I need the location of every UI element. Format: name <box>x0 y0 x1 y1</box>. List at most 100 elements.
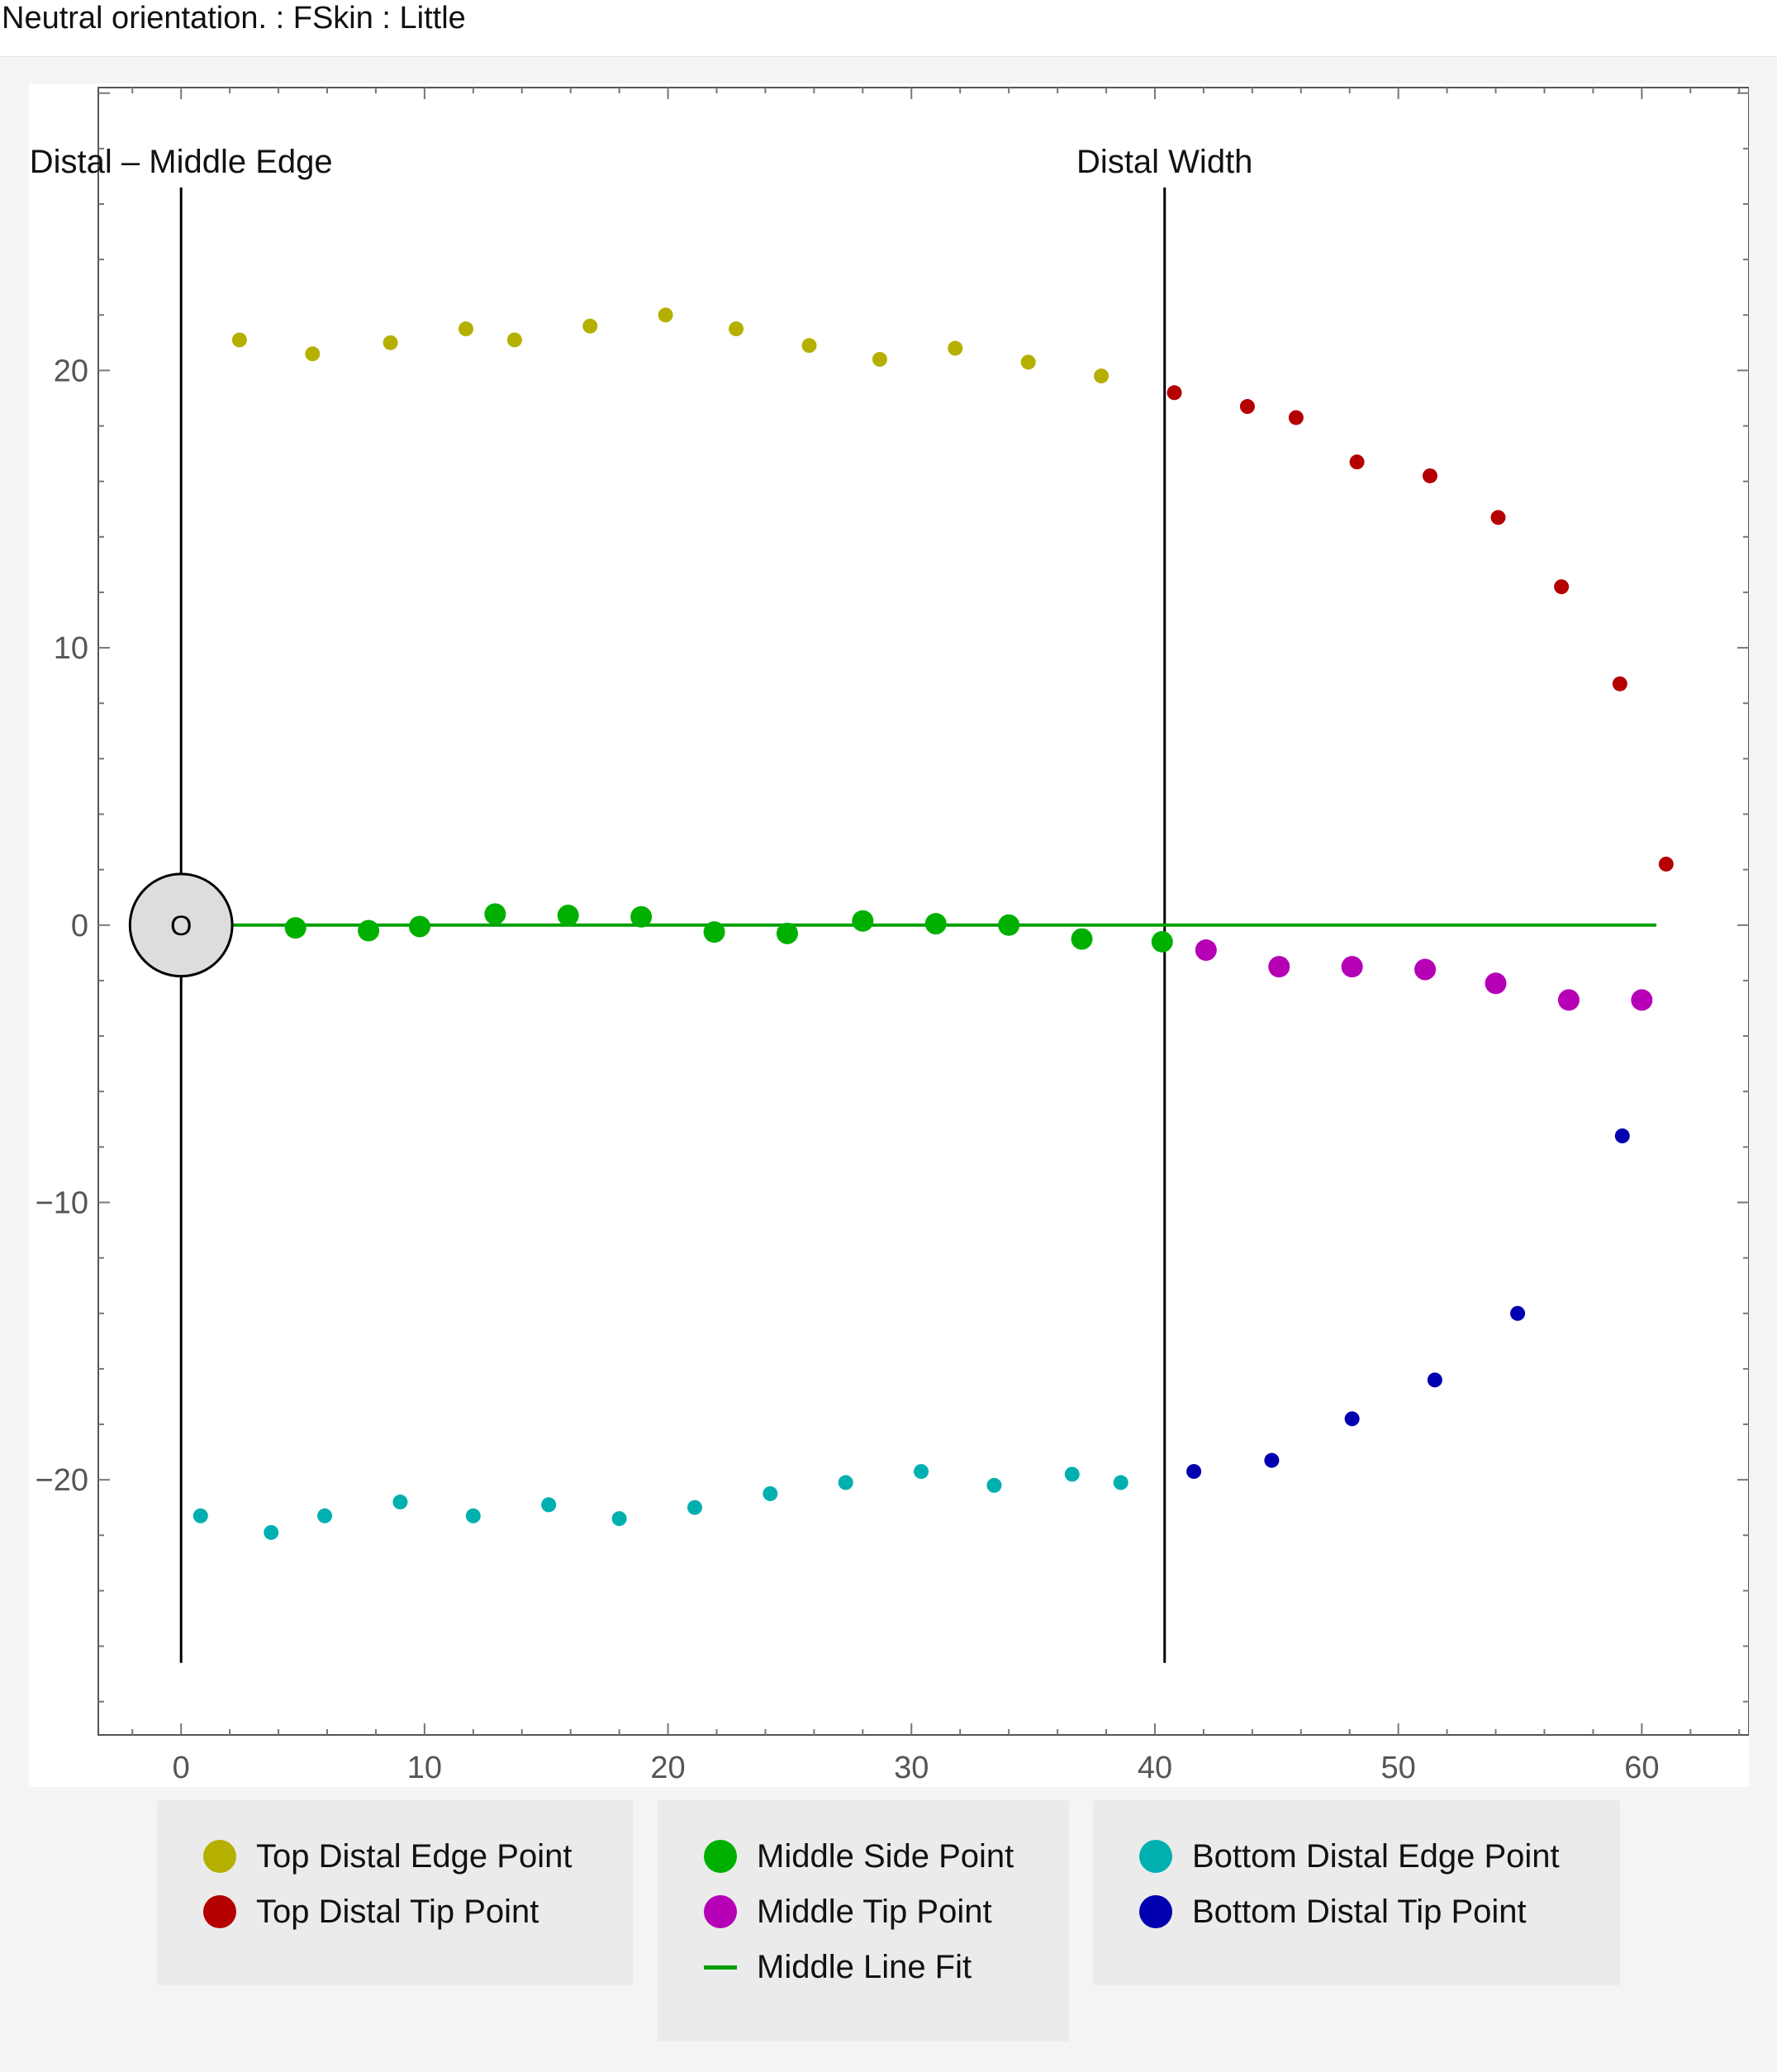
data-point <box>1113 1475 1128 1490</box>
reference-line-label: Distal Width <box>1076 144 1252 180</box>
data-point <box>1186 1464 1202 1480</box>
x-tick-label: 60 <box>1624 1751 1659 1785</box>
data-point <box>582 318 598 334</box>
data-point <box>1427 1372 1442 1388</box>
data-point <box>948 340 963 356</box>
legend-dot-swatch <box>704 1840 737 1873</box>
data-point <box>838 1475 853 1490</box>
data-point <box>1614 1128 1630 1143</box>
y-tick-label: 0 <box>71 909 88 943</box>
data-point <box>305 346 321 362</box>
y-tick-label: 20 <box>54 354 88 388</box>
data-point <box>611 1511 627 1527</box>
data-point <box>986 1477 1002 1493</box>
data-point <box>801 338 817 354</box>
data-point <box>852 910 874 932</box>
plot-frame <box>97 87 1749 1736</box>
x-tick-label: 50 <box>1381 1751 1416 1785</box>
legend-dot-swatch <box>1139 1895 1172 1928</box>
data-point <box>1658 856 1674 872</box>
x-tick-label: 0 <box>173 1751 190 1785</box>
origin-marker-layer: O <box>128 872 234 978</box>
origin-label: O <box>170 910 192 942</box>
x-tick-label: 20 <box>650 1751 685 1785</box>
scatter-chart: 0 10 20 30 40 50 60 −20 −10 0 10 20 Distal – Middle… <box>30 87 1749 1785</box>
data-point <box>484 903 506 925</box>
data-point <box>1288 410 1304 425</box>
legend-item: Middle Side Point <box>704 1832 1014 1881</box>
data-point <box>1344 1411 1360 1427</box>
legend-item: Middle Tip Point <box>704 1887 992 1937</box>
plot-panel: 0 10 20 30 40 50 60 −20 −10 0 10 20 Distal – Middle… <box>29 83 1749 1787</box>
origin-circle <box>128 872 234 978</box>
legend-item: Bottom Distal Tip Point <box>1139 1887 1527 1937</box>
series-top-distal-tip-point <box>1166 385 1674 872</box>
legend-dot-swatch <box>704 1895 737 1928</box>
data-point <box>1510 1305 1526 1321</box>
title-bar: Neutral orientation. : FSkin : Little <box>0 0 1777 57</box>
data-point <box>458 321 473 337</box>
x-tick-label: 10 <box>407 1751 442 1785</box>
reference-lines: Distal – Middle Edge Distal Width <box>30 144 1252 1663</box>
data-point <box>729 321 744 337</box>
data-point <box>231 332 247 348</box>
series-top-distal-edge-point <box>231 307 1109 384</box>
data-point <box>914 1464 929 1480</box>
legend-label: Bottom Distal Tip Point <box>1192 1893 1527 1930</box>
data-point <box>1239 399 1255 415</box>
legend-label: Middle Tip Point <box>757 1893 992 1930</box>
legend-group: Middle Side Point Middle Tip Point Middle … <box>658 1800 1069 2041</box>
data-point <box>382 335 398 350</box>
y-tick-label: 10 <box>54 631 88 666</box>
legend-group: Bottom Distal Edge Point Bottom Distal Ti… <box>1093 1800 1620 1985</box>
legend-label: Top Distal Tip Point <box>256 1893 539 1930</box>
data-point <box>284 917 306 939</box>
legend-line-swatch <box>704 1965 737 1970</box>
axis-ticks: 0 10 20 30 40 50 60 −20 −10 0 10 20 <box>36 88 1749 1785</box>
data-point <box>192 1508 208 1523</box>
data-point <box>1485 972 1507 995</box>
data-point <box>465 1508 481 1523</box>
data-point <box>358 920 380 942</box>
y-tick-label: −10 <box>36 1186 88 1220</box>
data-point <box>1020 354 1036 370</box>
series-middle-side-point <box>284 903 1173 953</box>
legend-group: Top Distal Edge Point Top Distal Tip Poin… <box>157 1800 633 1985</box>
data-point <box>1264 1452 1280 1468</box>
data-point <box>1612 676 1627 691</box>
data-point <box>317 1508 333 1523</box>
data-point <box>1064 1466 1080 1482</box>
data-point <box>264 1524 279 1540</box>
series-bottom-distal-edge-point <box>192 1464 1128 1540</box>
data-point <box>557 905 579 927</box>
data-point <box>1195 939 1217 961</box>
x-tick-label: 30 <box>894 1751 929 1785</box>
data-point <box>1151 930 1173 953</box>
data-point <box>703 921 725 943</box>
legend-item: Top Distal Edge Point <box>203 1832 572 1881</box>
legend-dot-swatch <box>1139 1840 1172 1873</box>
legend-item: Top Distal Tip Point <box>203 1887 539 1937</box>
data-point <box>924 913 947 935</box>
data-point <box>1094 368 1109 384</box>
data-point <box>1414 958 1437 981</box>
legend-item: Middle Line Fit <box>704 1942 972 1992</box>
data-point <box>1490 510 1506 525</box>
legend-item: Bottom Distal Edge Point <box>1139 1832 1560 1881</box>
data-point <box>1268 956 1290 978</box>
data-point <box>1557 989 1580 1011</box>
data-point <box>763 1485 778 1501</box>
page-title: Neutral orientation. : FSkin : Little <box>2 1 466 36</box>
data-point <box>687 1499 702 1515</box>
data-point <box>1631 989 1653 1011</box>
data-points <box>192 307 1674 1540</box>
data-point <box>1341 956 1363 978</box>
reference-line-label: Distal – Middle Edge <box>30 144 333 180</box>
legend-dot-swatch <box>203 1840 236 1873</box>
data-point <box>408 915 430 938</box>
data-point <box>392 1495 408 1510</box>
data-point <box>1166 385 1182 401</box>
data-point <box>658 307 673 323</box>
legend-label: Middle Side Point <box>757 1837 1014 1875</box>
series-bottom-distal-tip-point <box>1186 1128 1630 1480</box>
